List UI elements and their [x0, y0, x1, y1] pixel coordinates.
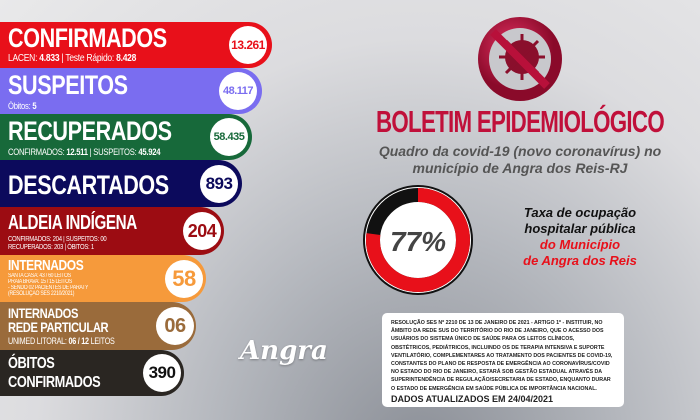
page-title: BOLETIM EPIDEMIOLÓGICO	[376, 104, 665, 139]
rede-label-2: REDE PARTICULAR	[8, 319, 109, 335]
aldeia-value: 204	[183, 212, 221, 250]
internados-card: INTERNADOS SANTA CASA: 43 / 60 LEITOS PR…	[0, 255, 206, 302]
suspeitos-value: 48.117	[219, 72, 257, 110]
aldeia-indigena-card: ALDEIA INDÍGENA CONFIRMADOS: 204 | SUSPE…	[0, 207, 224, 255]
internados-line-2: PRAIA BRAVA: 15 / 15 LEITOS	[8, 279, 72, 285]
aldeia-label: ALDEIA INDÍGENA	[8, 212, 137, 234]
suspeitos-obitos: Óbitos: 5	[8, 101, 37, 111]
obitos-card: ÓBITOS CONFIRMADOS 390	[0, 350, 184, 396]
angra-logo: Angra	[240, 336, 328, 366]
resolution-text: Resolução SES nº 2210 de 13 de janeiro d…	[391, 320, 613, 392]
recuperados-label: RECUPERADOS	[8, 116, 172, 146]
page-title-wrap: BOLETIM EPIDEMIOLÓGICO	[340, 104, 700, 140]
obitos-label-1: ÓBITOS	[8, 355, 55, 372]
obitos-label-2: CONFIRMADOS	[8, 374, 101, 391]
updated-date: DADOS ATUALIZADOS EM 24/04/2021	[391, 393, 554, 404]
no-virus-icon	[478, 17, 562, 101]
occupancy-caption: Taxa de ocupação hospitalar pública do M…	[523, 205, 637, 268]
internados-line-1: SANTA CASA: 43 / 60 LEITOS	[8, 273, 71, 279]
occupancy-gauge: 77%	[363, 185, 473, 295]
rede-particular-card: INTERNADOS REDE PARTICULAR UNIMED LITORA…	[0, 302, 196, 350]
gauge-fill	[366, 188, 470, 292]
internados-label: INTERNADOS	[8, 257, 84, 274]
suspeitos-label: SUSPEITOS	[8, 70, 128, 100]
rede-particular-value: 06	[156, 307, 194, 345]
rede-label-1: INTERNADOS	[8, 305, 79, 321]
aldeia-line-1: CONFIRMADOS: 204 | SUSPEITOS: 00	[8, 236, 107, 243]
confirmados-label: CONFIRMADOS	[8, 23, 167, 53]
obitos-value: 390	[143, 354, 181, 392]
internados-value: 58	[165, 259, 203, 298]
page-subtitle: Quadro da covid-19 (novo coronavírus) no…	[378, 143, 662, 176]
descartados-label: DESCARTADOS	[8, 170, 169, 200]
rede-leitos: UNIMED LITORAL: 06 / 12 LEITOS	[8, 336, 115, 346]
descartados-value: 893	[200, 164, 238, 203]
gauge-label: 77%	[390, 226, 446, 257]
resolution-note: Resolução SES nº 2210 de 13 de janeiro d…	[382, 313, 624, 407]
internados-line-4: (RESOLUÇÃO SES 2210/2021)	[8, 291, 75, 297]
internados-line-3: - SENDO 02 PACIENTES DE PARATY	[8, 285, 89, 291]
descartados-card: DESCARTADOS 893	[0, 160, 242, 207]
suspeitos-card: SUSPEITOS Óbitos: 5 48.117	[0, 68, 262, 114]
confirmados-breakdown: LACEN: 4.833 | Teste Rápido: 8.428	[8, 53, 137, 64]
aldeia-line-2: RECUPERADOS: 203 | ÓBITOS: 1	[8, 244, 94, 251]
recuperados-breakdown: CONFIRMADOS: 12.511 | SUSPEITOS: 45.924	[8, 147, 161, 157]
confirmados-value: 13.261	[229, 26, 267, 64]
confirmados-card: CONFIRMADOS LACEN: 4.833 | Teste Rápido:…	[0, 22, 272, 68]
recuperados-card: RECUPERADOS CONFIRMADOS: 12.511 | SUSPEI…	[0, 114, 252, 160]
recuperados-value: 58.435	[210, 118, 248, 156]
